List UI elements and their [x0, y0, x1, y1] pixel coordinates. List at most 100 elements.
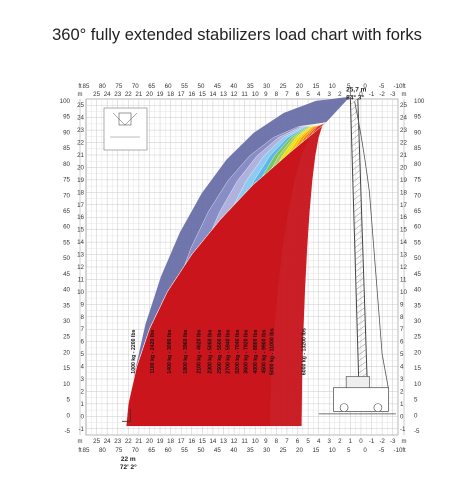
boom-lattice	[352, 158, 360, 165]
y-tick-label-left: 2	[81, 388, 85, 395]
y-tick-label-right: 3	[400, 376, 404, 383]
y-ft-label-left: 65	[63, 208, 70, 215]
x-ft-label-bottom: 35	[247, 447, 254, 454]
x-tick-label-top: 18	[167, 91, 174, 98]
boom-lattice	[351, 122, 359, 129]
y-tick-label-left: 9	[81, 301, 85, 308]
y-tick-label-right: 4	[400, 364, 404, 371]
boom-lattice	[352, 181, 361, 189]
x-ft-label-bottom: -10	[394, 447, 404, 454]
y-ft-label-right: 20	[414, 349, 421, 356]
x-tick-label-bottom: 23	[114, 438, 121, 445]
y-ft-label-right: 5	[414, 397, 418, 404]
boom-lattice	[352, 175, 361, 183]
y-ft-label-right: 85	[414, 145, 421, 152]
boom-lattice	[353, 199, 362, 207]
y-ft-label-left: 90	[63, 129, 70, 136]
boom-lattice	[353, 205, 362, 213]
x-tick-label-bottom: 13	[220, 438, 227, 445]
y-tick-label-left: 18	[77, 189, 84, 196]
y-tick-label-right: 6	[400, 339, 404, 346]
boom-lattice	[355, 271, 364, 278]
boom-lattice	[356, 307, 365, 314]
x-tick-label-bottom: 6	[296, 438, 300, 445]
crane-drawing	[121, 98, 396, 422]
y-tick-label-right: 14	[400, 239, 407, 246]
x-tick-label-top: 19	[157, 91, 164, 98]
x-tick-label-top: 1	[349, 91, 353, 98]
boom-lattice	[355, 259, 364, 266]
boom-lattice	[356, 295, 365, 302]
chart-title: 360° fully extended stabilizers load cha…	[52, 26, 422, 44]
x-tick-label-top: 9	[264, 91, 268, 98]
y-ft-label-left: 100	[60, 98, 71, 105]
boom-lattice	[352, 164, 361, 171]
boom-lattice	[355, 277, 364, 284]
y-ft-label-right: 75	[414, 177, 421, 184]
x-ft-label-top: 85	[83, 83, 90, 90]
x-tick-label-top: 3	[328, 91, 332, 98]
x-ft-label-bottom: 45	[214, 447, 221, 454]
y-tick-label-left: 17	[77, 202, 84, 209]
x-ft-label-bottom: 15	[312, 447, 319, 454]
x-ft-label-bottom: 30	[263, 447, 270, 454]
y-tick-label-right: 21	[400, 152, 407, 159]
boom-lattice	[352, 170, 361, 177]
y-ft-label-left: 85	[63, 145, 70, 152]
y-tick-label-right: 18	[400, 189, 407, 196]
axis-unit: m	[402, 92, 407, 98]
x-tick-label-bottom: 21	[135, 438, 142, 445]
x-tick-label-top: -2	[379, 91, 385, 98]
boom-lattice	[350, 98, 358, 105]
x-tick-label-top: 7	[285, 91, 289, 98]
boom-lattice	[352, 152, 360, 159]
boom-lattice	[358, 361, 367, 368]
x-tick-label-bottom: 14	[209, 438, 216, 445]
x-ft-label-top: 25	[280, 83, 287, 90]
band-label: 1000 kg - 2200 lbs	[131, 329, 137, 373]
x-ft-label-bottom: 60	[165, 447, 172, 454]
y-tick-label-right: 1	[400, 401, 404, 408]
boom-lattice	[351, 146, 360, 153]
y-tick-label-left: 3	[81, 376, 85, 383]
y-ft-label-left: -5	[64, 428, 70, 435]
x-tick-label-top: 14	[209, 91, 216, 98]
x-tick-label-bottom: 2	[338, 438, 342, 445]
y-tick-label-left: -1	[78, 426, 84, 433]
band-label: 4500 kg - 9900 lbs	[261, 329, 267, 373]
y-tick-label-left: 10	[77, 289, 84, 296]
y-ft-label-left: 80	[63, 161, 70, 168]
x-tick-label-bottom: 5	[306, 438, 310, 445]
y-tick-label-left: 8	[81, 314, 85, 321]
x-tick-label-bottom: 25	[93, 438, 100, 445]
band-label: 3200 kg - 7040 lbs	[235, 329, 241, 373]
y-ft-label-right: 40	[414, 287, 421, 294]
x-ft-label-top: 35	[247, 83, 254, 90]
boom-lattice	[354, 229, 363, 237]
y-ft-label-left: 45	[63, 271, 70, 278]
x-ft-label-top: 50	[198, 83, 205, 90]
x-tick-label-top: 20	[146, 91, 153, 98]
band-label: 1100 kg - 2420 lbs	[150, 330, 156, 374]
band-label: 2300 kg - 5060 lbs	[207, 329, 213, 373]
max-reach-label: 22 m	[121, 456, 136, 463]
y-ft-label-right: 100	[414, 98, 425, 105]
y-tick-label-right: 22	[400, 140, 407, 147]
boom-lattice	[353, 217, 362, 225]
y-tick-label-left: 1	[81, 401, 85, 408]
band-label: 2500 kg - 5500 lbs	[217, 329, 223, 373]
x-tick-label-bottom: 16	[188, 438, 195, 445]
y-tick-label-left: 23	[77, 127, 84, 134]
x-ft-label-top: 60	[165, 83, 172, 90]
x-ft-label-top: 5	[347, 83, 351, 90]
y-ft-label-left: 35	[63, 302, 70, 309]
boom-lattice	[355, 253, 364, 260]
x-tick-label-bottom: 7	[285, 438, 289, 445]
band-label: 1800 kg - 3960 lbs	[183, 329, 189, 373]
y-tick-label-left: 21	[77, 152, 84, 159]
stabilizer-inset	[103, 107, 148, 151]
y-tick-label-right: 9	[400, 301, 404, 308]
fork-icon	[121, 408, 131, 422]
x-tick-label-bottom: 15	[199, 438, 206, 445]
y-tick-label-left: 24	[77, 115, 84, 122]
